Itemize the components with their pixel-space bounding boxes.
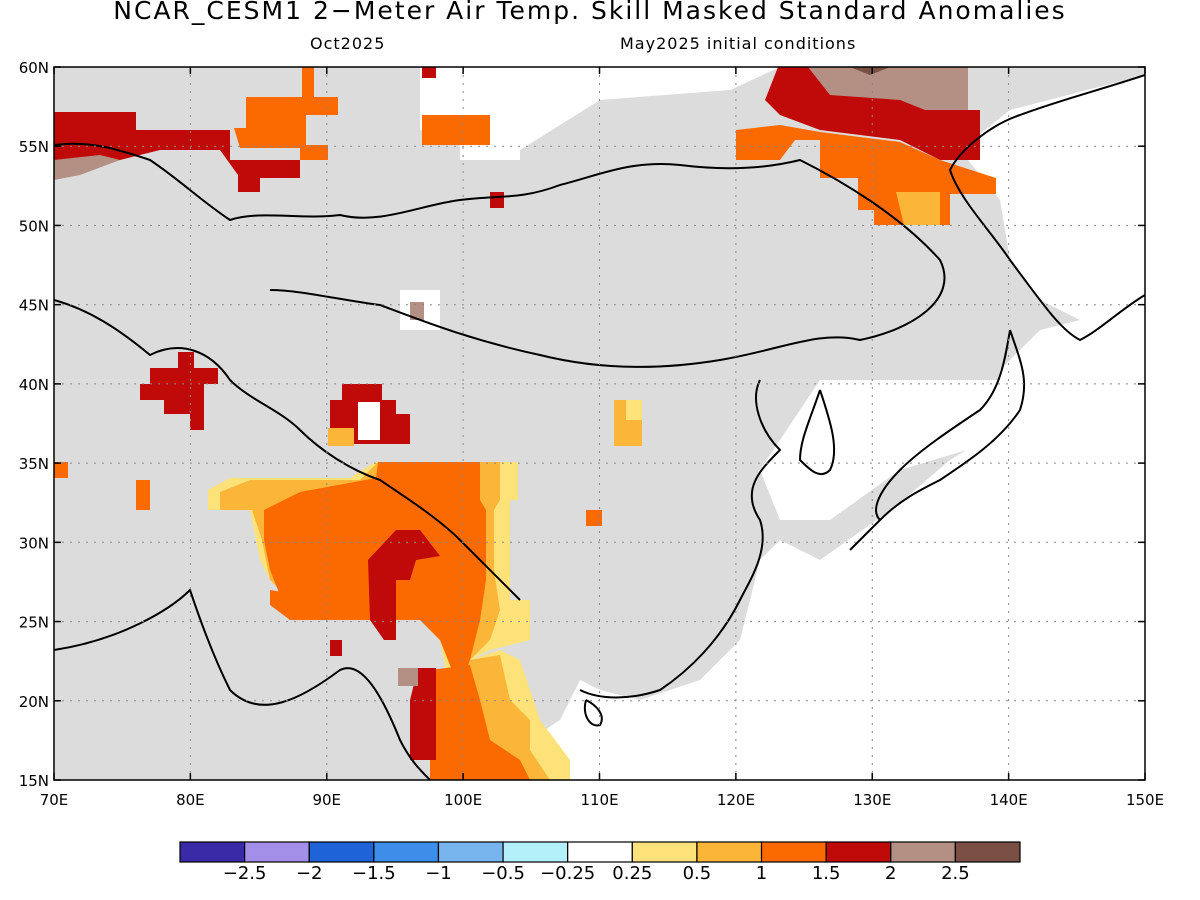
lat-tick-label: 20N [19,693,49,711]
colorbar-label: 0.5 [683,863,712,884]
lat-tick-label: 15N [19,772,49,790]
colorbar-swatch [825,841,892,863]
lon-tick-label: 100E [444,791,482,809]
lon-tick-label: 120E [717,791,755,809]
colorbar-swatch [567,841,633,863]
colorbar-swatch [760,841,827,863]
map-title: NCAR_CESM1 2−Meter Air Temp. Skill Maske… [113,0,1067,25]
lat-tick-label: 25N [19,614,49,632]
colorbar-swatch [954,841,1021,863]
coastlines [54,74,1145,780]
colorbar-swatch [631,841,698,863]
lat-tick-label: 40N [19,376,49,394]
lon-tick-label: 140E [990,791,1028,809]
lat-tick-label: 50N [19,217,49,235]
lon-tick-label: 80E [176,791,205,809]
lat-tick-label: 55N [19,138,49,156]
forecast-month: Oct2025 [310,34,386,53]
colorbar-label: −2 [296,863,323,884]
colorbar-swatch [244,841,310,863]
colorbar-swatch [502,841,569,863]
colorbar-label: −0.5 [481,863,525,884]
colorbar-label: 1.5 [812,863,841,884]
colorbar-swatch [308,841,375,863]
colorbar-swatch [179,841,246,863]
colorbar-label: 2 [885,863,896,884]
lon-tick-label: 150E [1126,791,1164,809]
colorbar-swatch [890,841,956,863]
colorbar-label: 2.5 [941,863,970,884]
map-grid [54,67,1145,780]
colorbar-swatch [373,841,440,863]
colorbar-label: −0.25 [540,863,595,884]
colorbar-label: −2.5 [223,863,267,884]
colorbar-label: 1 [756,863,767,884]
anomaly-fields [54,67,996,780]
colorbar-label: 0.25 [612,863,652,884]
lon-tick-label: 110E [580,791,618,809]
initial-conditions: May2025 initial conditions [620,34,857,53]
colorbar-label: −1 [425,863,452,884]
lon-tick-label: 70E [40,791,69,809]
lat-tick-label: 45N [19,297,49,315]
lon-tick-label: 90E [312,791,341,809]
lat-tick-label: 35N [19,455,49,473]
lat-tick-label: 30N [19,534,49,552]
colorbar-swatch [437,841,504,863]
lon-tick-label: 130E [853,791,891,809]
colorbar [179,841,1021,863]
lat-tick-label: 60N [19,59,49,77]
colorbar-label: −1.5 [352,863,396,884]
colorbar-swatch [696,841,763,863]
